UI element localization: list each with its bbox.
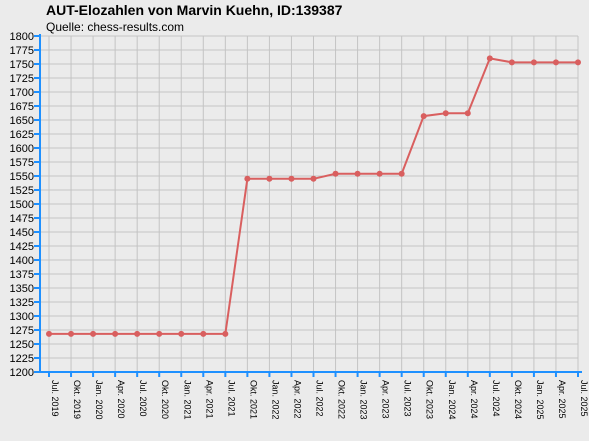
x-tick-label: Jan. 2023 [359, 380, 369, 420]
y-tick-label: 1625 [10, 129, 34, 141]
data-point [68, 330, 75, 337]
x-tick-label: Okt. 2024 [513, 380, 523, 419]
x-tick-label: Apr. 2024 [469, 380, 479, 419]
data-point [134, 330, 141, 337]
x-tick-label: Jul. 2025 [579, 380, 589, 417]
x-tick-label: Jan. 2021 [182, 380, 192, 420]
data-point [222, 330, 229, 337]
x-tick-label: Apr. 2020 [116, 380, 126, 419]
y-tick-label: 1550 [10, 171, 34, 183]
y-tick-label: 1750 [10, 59, 34, 71]
data-point [310, 175, 317, 182]
x-tick-label: Jul. 2024 [491, 380, 501, 417]
data-point [46, 330, 52, 337]
data-point [178, 330, 185, 337]
x-tick-label: Jul. 2021 [226, 380, 236, 417]
y-tick-label: 1450 [10, 227, 34, 239]
data-point [464, 110, 471, 117]
x-tick-label: Jan. 2022 [270, 380, 280, 420]
x-tick-label: Okt. 2019 [72, 380, 82, 419]
data-point [354, 170, 361, 177]
y-tick-label: 1300 [10, 311, 34, 323]
y-tick-label: 1675 [10, 101, 34, 113]
chart-title: AUT-Elozahlen von Marvin Kuehn, ID:13938… [46, 2, 343, 18]
x-tick-label: Okt. 2022 [337, 380, 347, 419]
x-tick-label: Okt. 2021 [248, 380, 258, 419]
y-tick-label: 1200 [10, 367, 34, 379]
data-point [486, 55, 493, 62]
data-point [288, 175, 295, 182]
y-tick-label: 1775 [10, 45, 34, 57]
chart-subtitle: Quelle: chess-results.com [46, 20, 185, 34]
y-tick-label: 1425 [10, 241, 34, 253]
data-point [530, 59, 537, 66]
y-tick-label: 1525 [10, 185, 34, 197]
x-tick-label: Jan. 2024 [447, 380, 457, 420]
x-tick-label: Jul. 2023 [403, 380, 413, 417]
x-tick-label: Apr. 2023 [381, 380, 391, 419]
x-tick-label: Jul. 2019 [50, 380, 60, 417]
y-tick-label: 1250 [10, 339, 34, 351]
x-tick-label: Jan. 2020 [94, 380, 104, 420]
x-tick-label: Jan. 2025 [535, 380, 545, 420]
y-tick-label: 1375 [10, 269, 34, 281]
x-tick-label: Okt. 2023 [425, 380, 435, 419]
data-point [200, 330, 207, 337]
y-tick-label: 1225 [10, 353, 34, 365]
data-point [332, 170, 339, 177]
y-tick-label: 1325 [10, 297, 34, 309]
y-tick-label: 1700 [10, 87, 34, 99]
data-point [552, 59, 559, 66]
y-tick-label: 1650 [10, 115, 34, 127]
x-tick-label: Okt. 2020 [160, 380, 170, 419]
y-tick-label: 1400 [10, 255, 34, 267]
y-tick-label: 1575 [10, 157, 34, 169]
x-tick-label: Apr. 2025 [557, 380, 567, 419]
x-tick-label: Jul. 2022 [315, 380, 325, 417]
data-point [112, 330, 119, 337]
y-tick-label: 1350 [10, 283, 34, 295]
data-point [90, 330, 97, 337]
x-tick-label: Jul. 2020 [138, 380, 148, 417]
data-point [420, 113, 427, 120]
y-tick-label: 1600 [10, 143, 34, 155]
x-tick-label: Apr. 2021 [204, 380, 214, 419]
data-point [266, 175, 273, 182]
data-point [156, 330, 163, 337]
x-tick-label: Apr. 2022 [292, 380, 302, 419]
y-tick-label: 1500 [10, 199, 34, 211]
data-point [575, 59, 581, 66]
data-point [508, 59, 515, 66]
data-point [442, 110, 449, 117]
y-tick-label: 1275 [10, 325, 34, 337]
data-point [398, 170, 405, 177]
data-point [244, 175, 251, 182]
data-point [376, 170, 383, 177]
y-tick-label: 1800 [10, 31, 34, 43]
y-tick-label: 1475 [10, 213, 34, 225]
y-tick-label: 1725 [10, 73, 34, 85]
